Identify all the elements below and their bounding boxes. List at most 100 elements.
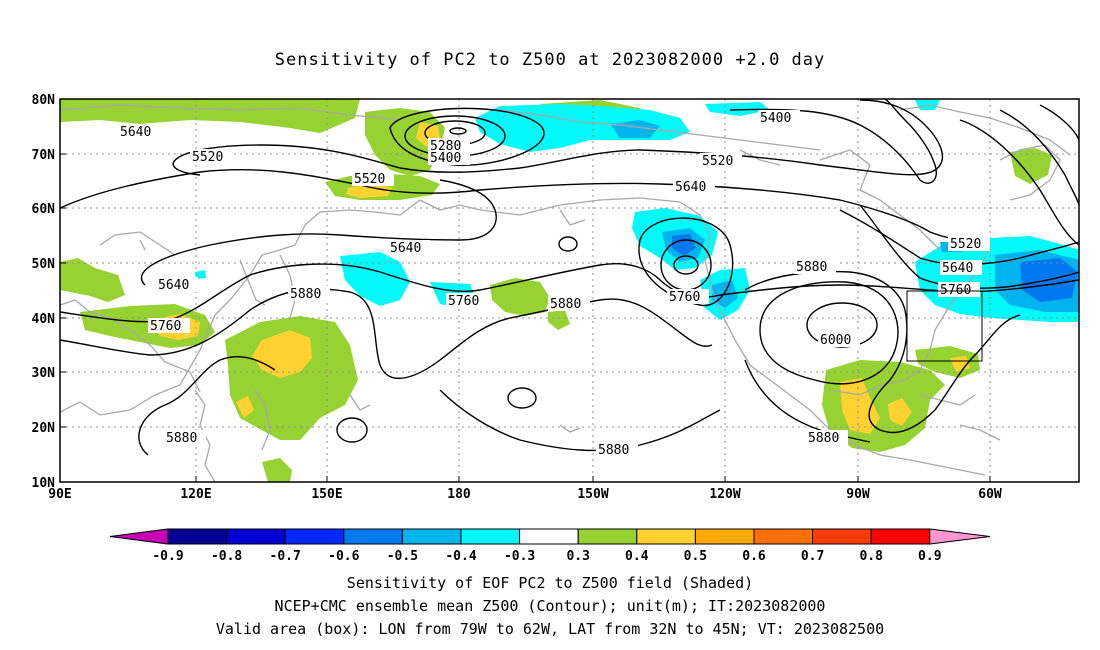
contour-small-pac2 bbox=[507, 387, 537, 409]
contour-5520-east bbox=[959, 119, 1079, 246]
colorbar-label: 0.5 bbox=[684, 549, 707, 564]
shade-yellow-gulf2 bbox=[888, 398, 912, 426]
colorbar-label: -0.4 bbox=[445, 549, 476, 564]
shade-blue-gulfalaska bbox=[672, 234, 696, 256]
contour-label: 5640 bbox=[942, 261, 973, 276]
shade-yellow-atl bbox=[950, 356, 970, 372]
contour-5880-sw bbox=[138, 356, 276, 456]
lat-label: 10N bbox=[32, 476, 56, 491]
contour-label: 5400 bbox=[430, 151, 461, 166]
caption-line-3: Valid area (box): LON from 79W to 62W, L… bbox=[215, 620, 885, 638]
colorbar-swatch bbox=[167, 528, 228, 545]
contour-5520-north bbox=[172, 99, 944, 176]
colorbar-label: 0.9 bbox=[918, 549, 941, 564]
map-frame bbox=[59, 98, 1080, 483]
contour-label: 5880 bbox=[550, 297, 581, 312]
contour-label: 5520 bbox=[950, 237, 981, 252]
z500-contours bbox=[60, 99, 1079, 456]
shade-yellow-westpac2 bbox=[236, 396, 254, 418]
lat-label: 70N bbox=[32, 148, 56, 163]
contour-5640-upper bbox=[60, 168, 991, 241]
contour-label: 5400 bbox=[760, 111, 791, 126]
colorbar-swatch bbox=[636, 528, 696, 545]
colorbar-swatch bbox=[870, 528, 931, 545]
contour-label: 5520 bbox=[354, 172, 385, 187]
colorbar-swatch bbox=[460, 528, 521, 545]
contour-label: 5520 bbox=[192, 150, 223, 165]
contour-label: 5880 bbox=[290, 287, 321, 302]
colorbar-swatch bbox=[343, 528, 403, 545]
lon-label: 150E bbox=[311, 487, 342, 502]
contour-5400-a bbox=[389, 107, 545, 166]
contour-label: 5520 bbox=[702, 154, 733, 169]
contour-labels: 5640 5520 5280 5400 5520 5520 5400 5640 … bbox=[118, 110, 990, 458]
lat-label: 80N bbox=[32, 93, 56, 108]
colorbar-label: -0.3 bbox=[504, 549, 535, 564]
contour-label: 5760 bbox=[448, 294, 479, 309]
shade-green-philippines bbox=[262, 458, 292, 482]
colorbar-swatch bbox=[401, 528, 462, 545]
shade-green-arctic-west bbox=[60, 99, 360, 133]
contour-label: 5640 bbox=[158, 278, 189, 293]
contour-label: 6000 bbox=[820, 333, 851, 348]
contour-5760-loop bbox=[673, 255, 699, 275]
colorbar-label: 0.3 bbox=[566, 549, 589, 564]
contour-label: 5760 bbox=[150, 319, 181, 334]
shade-green-pacific-mid2 bbox=[548, 310, 570, 330]
lat-labels: 80N 70N 60N 50N 40N 30N 20N 10N bbox=[32, 93, 56, 491]
contour-label: 5640 bbox=[120, 125, 151, 140]
shade-green-atlantic-sub bbox=[915, 346, 980, 378]
colorbar-label: -0.7 bbox=[270, 549, 301, 564]
valid-area-box bbox=[906, 290, 983, 362]
lon-label: 90W bbox=[846, 487, 870, 502]
shade-yellow-westpac bbox=[252, 330, 312, 378]
colorbar-label: -0.5 bbox=[387, 549, 418, 564]
map-title: Sensitivity of PC2 to Z500 at 2023082000… bbox=[274, 50, 826, 70]
contour-label: 5880 bbox=[598, 443, 629, 458]
lon-label: 120W bbox=[709, 487, 740, 502]
contour-label: 5640 bbox=[390, 241, 421, 256]
contour-label: 5760 bbox=[669, 290, 700, 305]
contour-5400-east bbox=[729, 99, 937, 184]
colorbar-swatch bbox=[284, 528, 345, 545]
shade-cyan-arctic bbox=[475, 104, 690, 152]
colorbar-swatch bbox=[519, 528, 579, 545]
colorbar-label: -0.6 bbox=[328, 549, 359, 564]
shade-green-asia-west bbox=[60, 258, 125, 302]
colorbar-swatch bbox=[694, 528, 755, 545]
shade-green-greenland bbox=[1010, 148, 1052, 184]
colorbar-arrow-right bbox=[929, 528, 991, 545]
contour-5880-pac bbox=[439, 389, 721, 452]
lon-label: 180 bbox=[447, 487, 471, 502]
lon-label: 90E bbox=[48, 487, 71, 502]
colorbar-arrow-left bbox=[109, 528, 169, 545]
shade-cyan-arctic2 bbox=[705, 102, 770, 116]
contour-5280-ne bbox=[1039, 104, 1079, 141]
colorbar-swatch bbox=[577, 528, 638, 545]
contour-5280-inner bbox=[449, 127, 467, 135]
shade-cyan-small1 bbox=[195, 270, 206, 279]
contour-5640-mid bbox=[140, 179, 497, 286]
colorbar-label: 0.6 bbox=[742, 549, 766, 564]
lon-label: 150W bbox=[577, 487, 608, 502]
shade-cyan-npac-west bbox=[340, 252, 410, 306]
lat-label: 50N bbox=[32, 257, 56, 272]
contour-5760-west bbox=[60, 263, 1079, 323]
lon-label: 60W bbox=[978, 487, 1002, 502]
colorbar-swatch bbox=[226, 528, 286, 545]
colorbar: -0.9 -0.8 -0.7 -0.6 -0.5 -0.4 -0.3 0.3 0.4 0.5 0.6… bbox=[109, 528, 991, 564]
contour-label: 5880 bbox=[808, 431, 839, 446]
contour-small-pac1 bbox=[558, 236, 578, 252]
colorbar-label: 0.4 bbox=[625, 549, 649, 564]
colorbar-label: -0.9 bbox=[152, 549, 183, 564]
shade-green-pacific-mid bbox=[490, 278, 550, 316]
contour-label: 5880 bbox=[796, 260, 827, 275]
shade-yellow-npac bbox=[346, 184, 392, 198]
colorbar-swatch bbox=[753, 528, 814, 545]
caption-line-2: NCEP+CMC ensemble mean Z500 (Contour); u… bbox=[274, 597, 826, 615]
contour-5880-lower bbox=[744, 359, 871, 443]
colorbar-label: -0.8 bbox=[211, 549, 242, 564]
lon-labels: 90E 120E 150E 180 150W 120W 90W 60W bbox=[48, 487, 1002, 502]
contour-5880-west bbox=[60, 288, 713, 380]
